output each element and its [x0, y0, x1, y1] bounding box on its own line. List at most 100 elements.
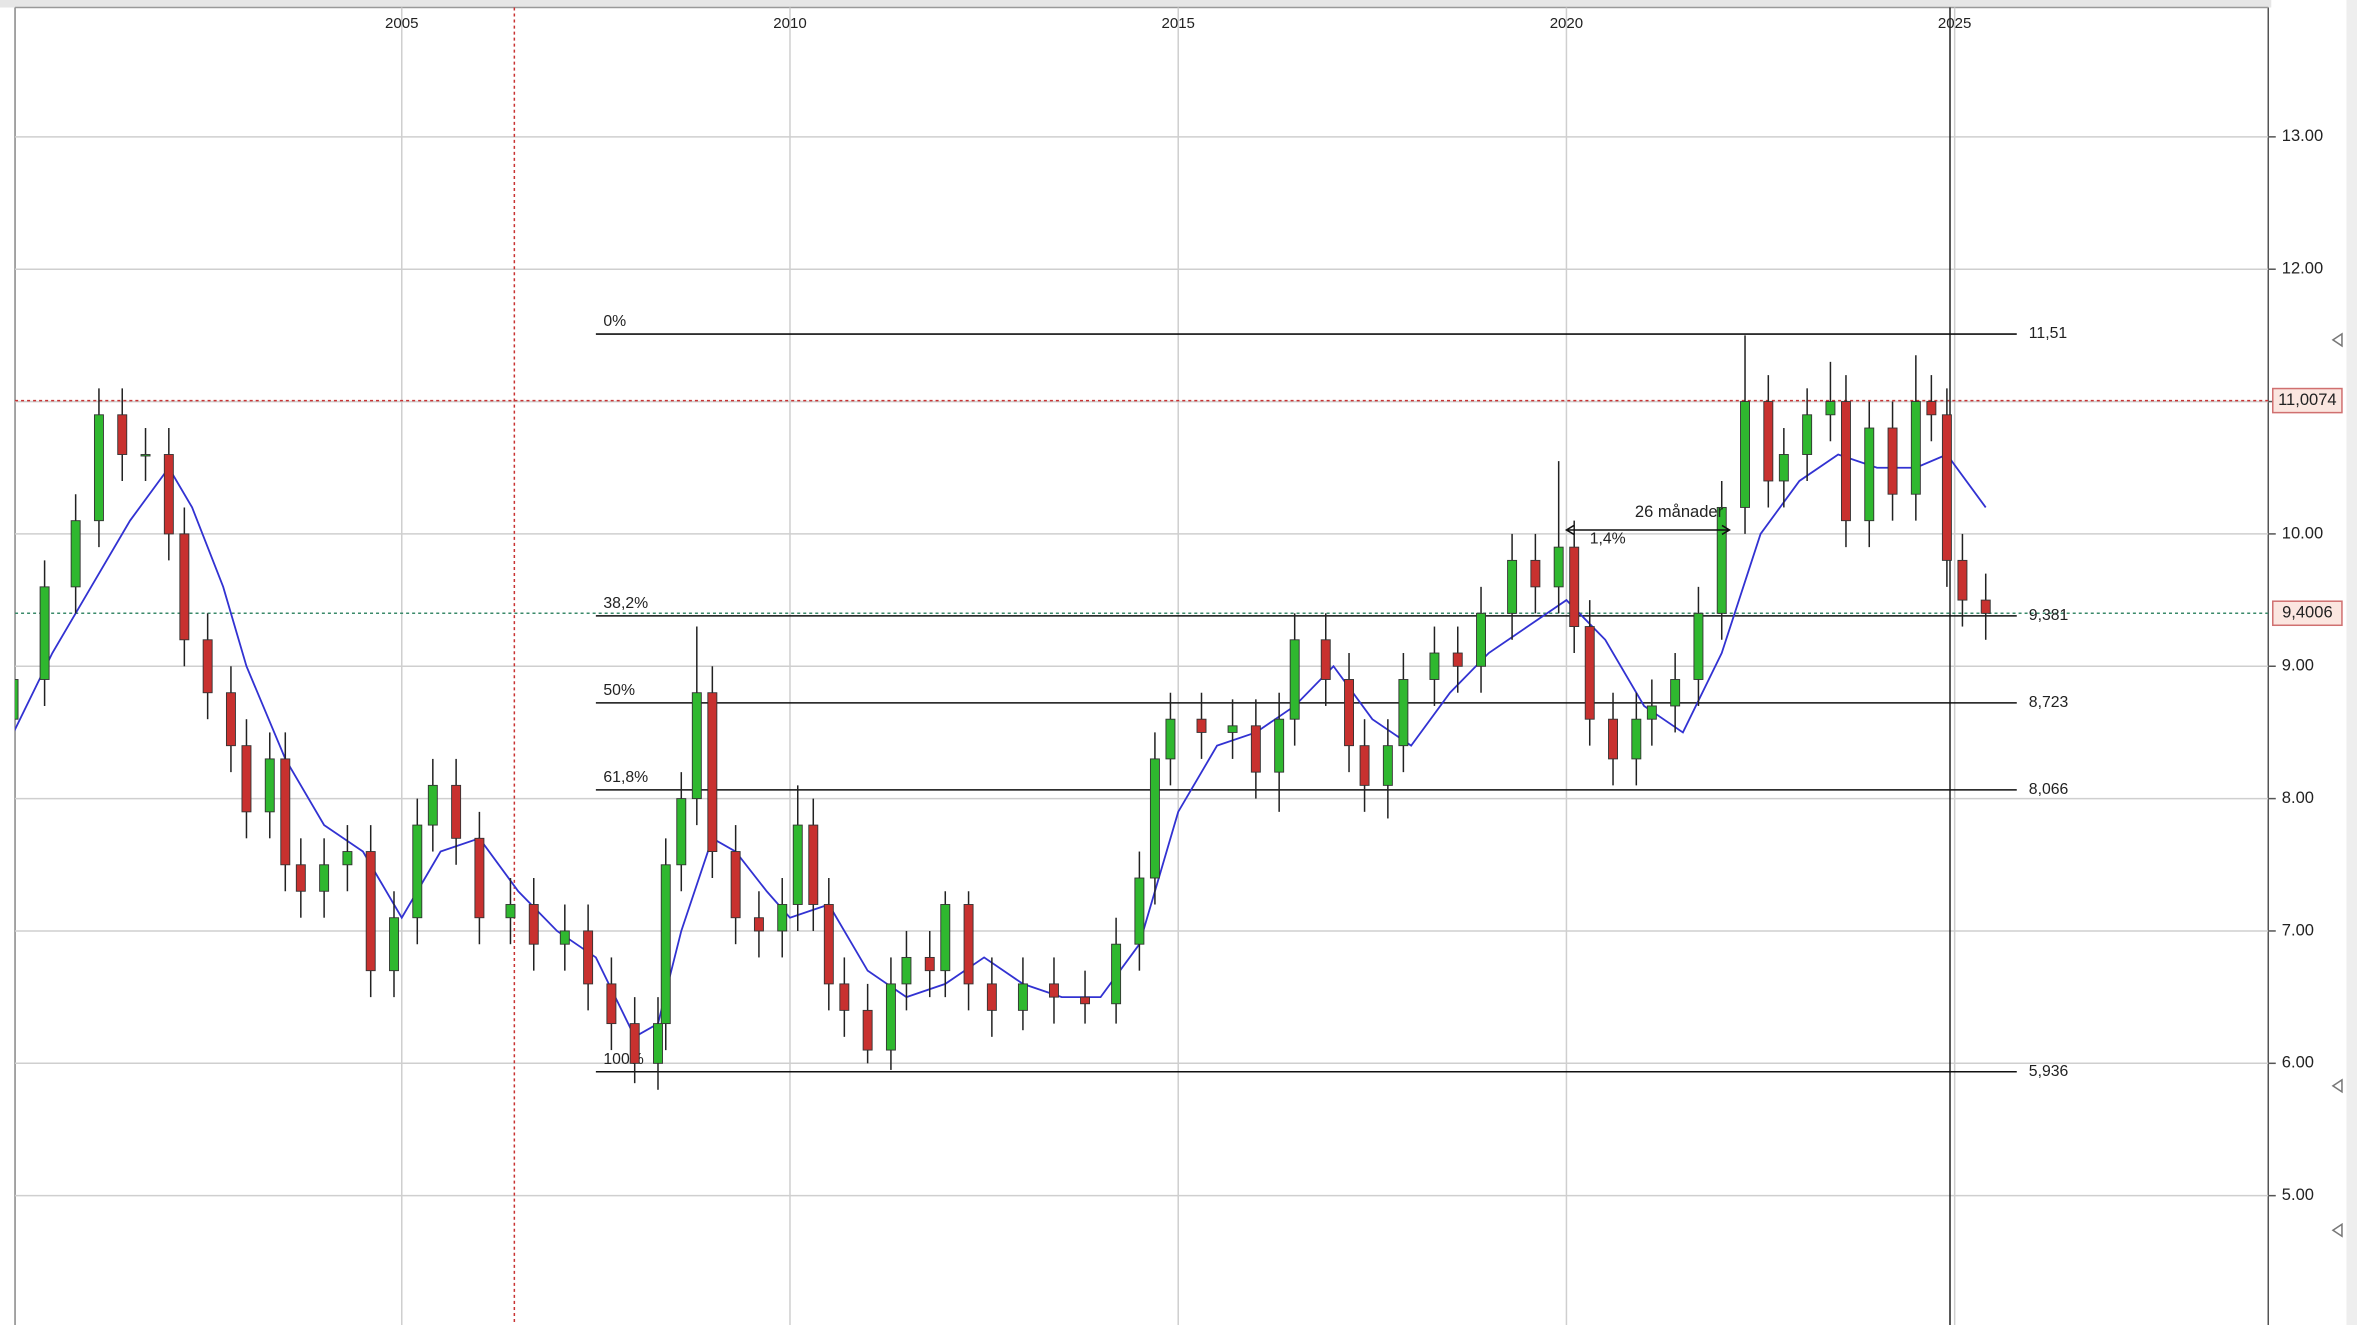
- candle-body: [70, 520, 81, 588]
- candle-body: [924, 956, 935, 972]
- candle-body: [365, 851, 376, 972]
- candle-body: [1569, 546, 1580, 628]
- candle-body: [808, 824, 819, 905]
- candle-body: [427, 784, 438, 826]
- candle-body: [1825, 401, 1836, 416]
- candle-body: [1802, 414, 1813, 455]
- candle-body: [505, 904, 516, 919]
- candle-body: [295, 864, 306, 892]
- candle-body: [140, 454, 151, 457]
- x-tick-label: 2020: [1550, 15, 1583, 32]
- fib-value-label: 9,381: [2029, 607, 2069, 624]
- candle-body: [1344, 679, 1354, 747]
- candle-body: [583, 930, 594, 985]
- candle-body: [39, 586, 50, 680]
- candle-body: [1196, 718, 1207, 733]
- x-tick-label: 2015: [1161, 15, 1194, 32]
- candle-body: [1165, 718, 1176, 760]
- candle-body: [1740, 401, 1750, 508]
- measure-arrow: [1564, 524, 1731, 536]
- candle-body: [1359, 745, 1370, 786]
- candle-body: [1778, 454, 1789, 482]
- y-tick-label: 8.00: [2282, 788, 2314, 807]
- x-tick-label: 2010: [773, 15, 806, 32]
- candle-body: [342, 851, 353, 866]
- candle-body: [1476, 612, 1486, 667]
- candle-body: [1864, 427, 1875, 522]
- annotation: 26 månader: [1635, 502, 1724, 521]
- candle-body: [1111, 943, 1122, 1005]
- candle-body: [1289, 639, 1300, 720]
- y-tick-label: 10.00: [2282, 523, 2323, 542]
- candle-body: [1553, 546, 1564, 588]
- candle-body: [1149, 758, 1160, 879]
- candle-body: [474, 837, 485, 919]
- candle-body: [1017, 983, 1028, 1011]
- candle-body: [1646, 705, 1657, 720]
- candle-body: [1631, 718, 1642, 760]
- scroll-handle: [2331, 1078, 2343, 1094]
- candle-body: [691, 692, 702, 800]
- candle-body: [163, 454, 174, 535]
- candle-body: [15, 679, 19, 720]
- price-box: [2272, 387, 2343, 414]
- candle-body: [1670, 679, 1681, 707]
- toolbar-strip: [0, 0, 2272, 8]
- price-label: 9,4006: [2282, 603, 2333, 622]
- candle-body: [1530, 559, 1541, 588]
- candle-body: [707, 692, 718, 853]
- candle-body: [1429, 652, 1440, 680]
- candle-body: [862, 1009, 873, 1051]
- annotation: 1,4%: [1590, 530, 1626, 547]
- candle-body: [412, 824, 423, 919]
- price-label: 11,0074: [2278, 390, 2337, 409]
- fib-value-label: 8,723: [2029, 694, 2069, 711]
- candle-body: [1584, 626, 1595, 720]
- candle-body: [901, 956, 912, 985]
- candle-body: [93, 414, 104, 522]
- candle-body: [1398, 679, 1409, 747]
- candle-body: [1080, 996, 1091, 1005]
- y-tick-label: 13.00: [2282, 126, 2323, 145]
- candle-body: [1716, 506, 1727, 614]
- candle-body: [1274, 718, 1285, 773]
- candle-body: [280, 758, 291, 866]
- candle-body: [179, 533, 190, 641]
- candle-body: [823, 904, 834, 985]
- scrollbar[interactable]: [2346, 0, 2357, 1325]
- y-tick-label: 7.00: [2282, 920, 2314, 939]
- candle-body: [1227, 725, 1238, 733]
- candle-body: [528, 904, 539, 945]
- candle-body: [241, 745, 252, 813]
- candle-body: [606, 983, 617, 1025]
- candle-body: [629, 1023, 640, 1064]
- candle-body: [1957, 559, 1968, 601]
- price-box: [2272, 600, 2343, 627]
- fib-value-label: 8,066: [2029, 781, 2069, 798]
- candle-body: [940, 904, 951, 972]
- candle-body: [1320, 639, 1331, 680]
- candle-body: [264, 758, 275, 813]
- candle-body: [792, 824, 803, 905]
- candle-body: [1980, 599, 1991, 614]
- candle-body: [777, 904, 788, 932]
- candle-body: [660, 864, 671, 1025]
- candle-body: [885, 983, 896, 1051]
- candle-body: [1941, 414, 1952, 561]
- candle-body: [1507, 559, 1518, 614]
- y-tick-label: 12.00: [2282, 259, 2323, 278]
- candle-body: [225, 692, 236, 747]
- y-tick-label: 6.00: [2282, 1053, 2314, 1072]
- y-tick-label: 9.00: [2282, 656, 2314, 675]
- scroll-handle: [2331, 332, 2343, 348]
- axis: 5.006.007.008.009.0010.0011.0012.0013.00…: [385, 15, 2343, 1204]
- candle-body: [202, 639, 213, 694]
- candle-body: [319, 864, 330, 892]
- x-tick-label: 2005: [385, 15, 418, 32]
- candle-body: [1840, 401, 1851, 522]
- candle-body: [1134, 877, 1145, 945]
- candle-body: [1608, 718, 1618, 760]
